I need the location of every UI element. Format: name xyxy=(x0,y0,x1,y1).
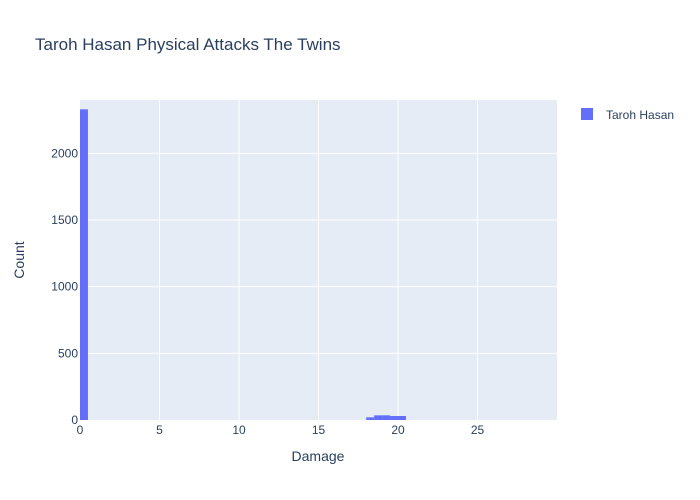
bars-group xyxy=(80,109,406,420)
y-tick-label: 500 xyxy=(58,346,78,360)
x-axis-title: Damage xyxy=(292,448,345,464)
x-tick-labels: 0 5 10 15 20 25 xyxy=(77,423,485,437)
y-tick-label: 0 xyxy=(71,413,78,427)
histogram-bar[interactable] xyxy=(382,415,391,420)
chart-title: Taroh Hasan Physical Attacks The Twins xyxy=(35,35,341,54)
x-tick-label: 25 xyxy=(471,423,485,437)
x-tick-label: 10 xyxy=(232,423,246,437)
x-tick-label: 5 xyxy=(156,423,163,437)
histogram-bar[interactable] xyxy=(398,416,406,420)
y-tick-labels: 0 500 1000 1500 2000 xyxy=(51,146,78,427)
gridlines xyxy=(80,100,557,420)
x-tick-label: 15 xyxy=(312,423,326,437)
histogram-bar[interactable] xyxy=(366,417,375,420)
x-tick-label: 0 xyxy=(77,423,84,437)
histogram-bar[interactable] xyxy=(374,415,383,420)
histogram-bar[interactable] xyxy=(80,109,88,420)
y-tick-label: 1500 xyxy=(51,213,78,227)
legend-label[interactable]: Taroh Hasan xyxy=(606,108,674,122)
y-axis-title: Count xyxy=(11,241,27,278)
legend-swatch[interactable] xyxy=(581,108,593,120)
histogram-bar[interactable] xyxy=(390,416,398,420)
y-tick-label: 1000 xyxy=(51,280,78,294)
y-tick-label: 2000 xyxy=(51,146,78,160)
legend[interactable]: Taroh Hasan xyxy=(581,108,674,122)
x-tick-label: 20 xyxy=(391,423,405,437)
